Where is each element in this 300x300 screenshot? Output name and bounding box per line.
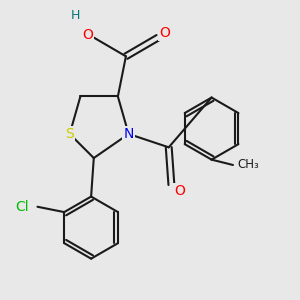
Text: O: O [174,184,185,198]
Text: Cl: Cl [16,200,29,214]
Text: O: O [82,28,93,42]
Text: CH₃: CH₃ [237,158,259,172]
Text: N: N [123,127,134,141]
Text: O: O [159,26,170,40]
Text: H: H [70,9,80,22]
Text: S: S [65,127,74,141]
